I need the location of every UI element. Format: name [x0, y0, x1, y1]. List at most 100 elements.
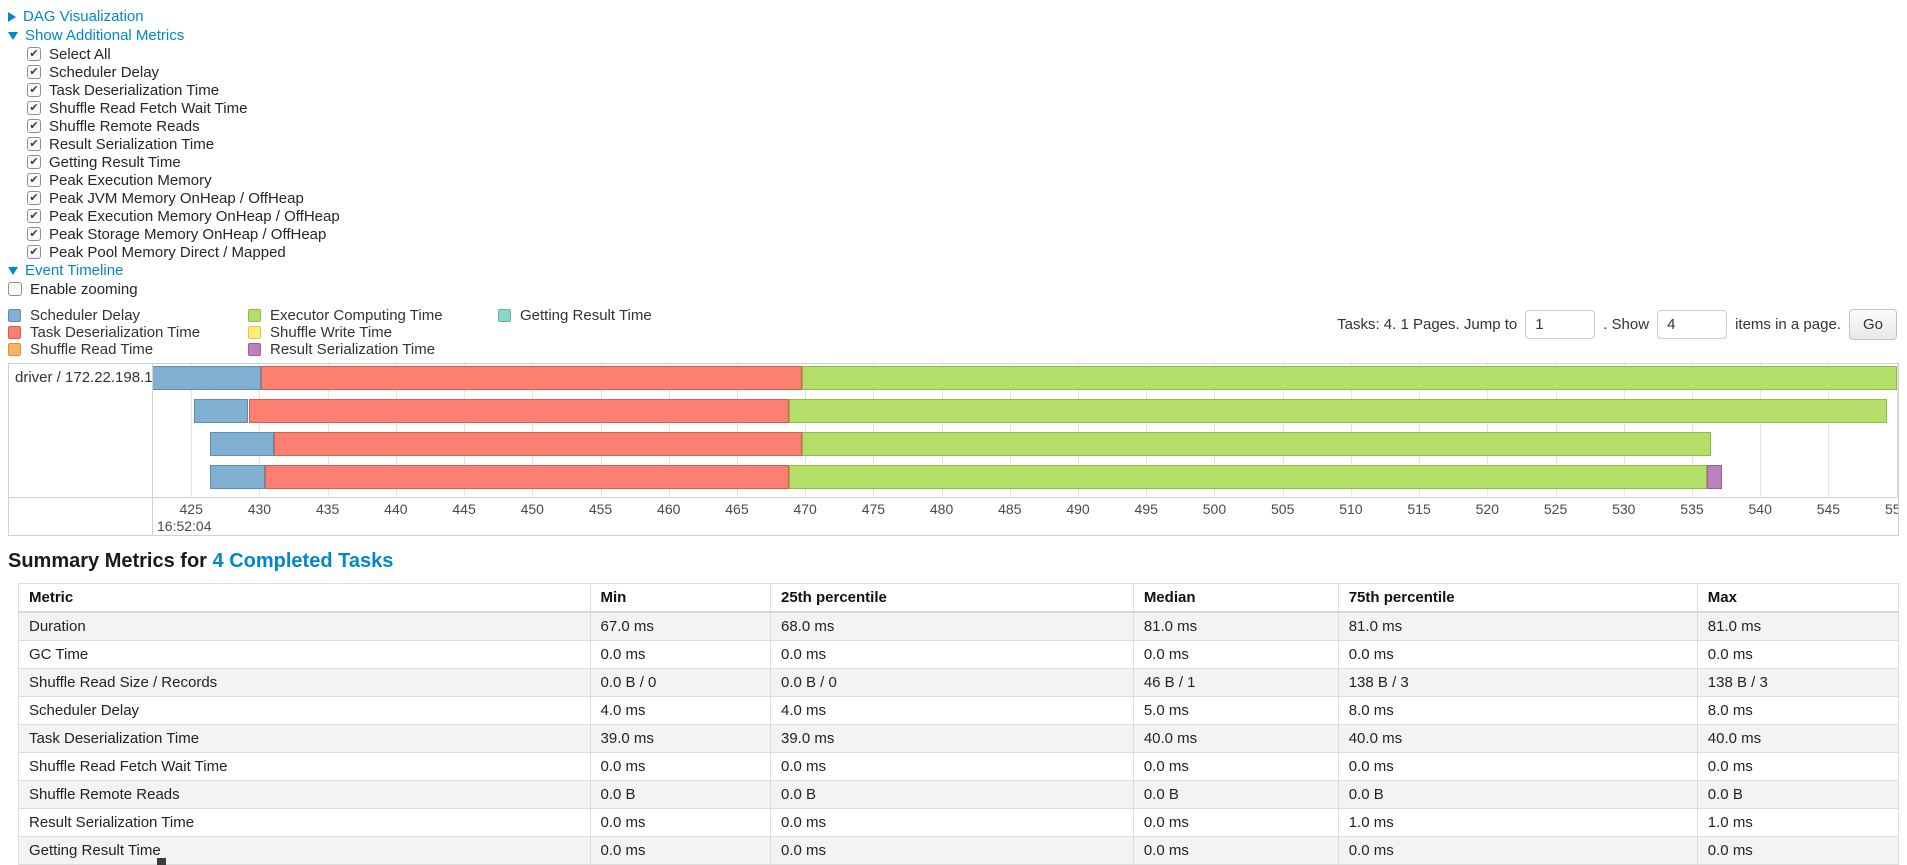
task-1-segment-deserialization[interactable]: [260, 366, 803, 390]
checkbox-shuffle-remote-reads[interactable]: [27, 119, 41, 133]
metric-value-cell: 46 B / 1: [1132, 668, 1339, 697]
legend-swatch-getting-result-time: [498, 309, 511, 322]
axis-tick-label: 480: [929, 501, 954, 517]
metric-value-cell: 39.0 ms: [589, 724, 771, 753]
completed-tasks-link[interactable]: 4 Completed Tasks: [212, 550, 394, 572]
axis-tick-label: 475: [861, 501, 886, 517]
jump-to-page-input[interactable]: [1525, 310, 1596, 339]
task-2-segment-deserialization[interactable]: [248, 399, 789, 423]
checkbox-peak-execution-memory-onheap-offheap[interactable]: [27, 209, 41, 223]
items-per-page-input[interactable]: [1657, 310, 1728, 339]
enable-zooming-checkbox[interactable]: [8, 282, 22, 296]
task-3-segment-deserialization[interactable]: [274, 432, 803, 456]
timeline-plot-area: [153, 364, 1898, 497]
task-4-segment-deserialization[interactable]: [264, 465, 789, 489]
task-3-segment-scheduler_delay[interactable]: [210, 432, 275, 456]
column-header-75th-percentile: 75th percentile: [1337, 583, 1698, 613]
legend-label: Result Serialization Time: [270, 341, 436, 358]
axis-gridline: [1760, 364, 1762, 497]
task-4-segment-compute[interactable]: [788, 465, 1707, 489]
axis-gridline: [1691, 364, 1693, 497]
task-2-segment-scheduler_delay[interactable]: [193, 399, 249, 423]
enable-zooming-label: Enable zooming: [30, 280, 138, 298]
table-row-shuffle-remote-reads: Shuffle Remote Reads 0.0 B 0.0 B 0.0 B 0.0 B…: [18, 780, 1900, 809]
metric-value-cell: 40.0 ms: [1696, 724, 1900, 753]
summary-heading-prefix: Summary Metrics for: [8, 550, 207, 572]
metric-value-cell: 0.0 ms: [1132, 836, 1339, 865]
axis-gridline: [1487, 364, 1489, 497]
pagination-mid-text: . Show: [1603, 316, 1650, 333]
checkbox-label: Peak Pool Memory Direct / Mapped: [49, 243, 286, 261]
legend-label: Shuffle Write Time: [270, 324, 392, 341]
checkbox-shuffle-read-fetch-wait-time[interactable]: [27, 101, 41, 115]
metric-value-cell: 0.0 ms: [769, 808, 1134, 837]
checkbox-getting-result-time[interactable]: [27, 155, 41, 169]
metric-value-cell: 0.0 ms: [589, 752, 771, 781]
timeline-group-column: driver / 172.22.198.104: [9, 364, 153, 535]
task-2-segment-compute[interactable]: [788, 399, 1888, 423]
metric-value-cell: 0.0 ms: [589, 640, 771, 669]
checkbox-scheduler-delay[interactable]: [27, 65, 41, 79]
metric-value-cell: 40.0 ms: [1337, 724, 1698, 753]
metric-value-cell: 0.0 B: [589, 780, 771, 809]
column-header-metric: Metric: [18, 583, 591, 613]
metric-checkbox-row-select-all: Select All: [27, 45, 1907, 63]
clipped-bottom-fragment: [157, 858, 166, 865]
metric-value-cell: 8.0 ms: [1337, 696, 1698, 725]
metric-value-cell: 1.0 ms: [1337, 808, 1698, 837]
metric-value-cell: 0.0 ms: [1132, 752, 1339, 781]
task-4-segment-scheduler_delay[interactable]: [210, 465, 265, 489]
task-pagination: Tasks: 4. 1 Pages. Jump to . Show items …: [1337, 309, 1897, 340]
task-4-segment-serialization[interactable]: [1706, 465, 1722, 489]
checkbox-task-deserialization-time[interactable]: [27, 83, 41, 97]
metric-value-cell: 68.0 ms: [769, 611, 1134, 641]
checkbox-result-serialization-time[interactable]: [27, 137, 41, 151]
axis-gridline: [1009, 364, 1011, 497]
metric-name-cell: Shuffle Remote Reads: [18, 780, 591, 809]
metric-value-cell: 81.0 ms: [1337, 611, 1698, 641]
checkbox-label: Shuffle Remote Reads: [49, 117, 200, 135]
metric-name-cell: GC Time: [18, 640, 591, 669]
metric-value-cell: 5.0 ms: [1132, 696, 1339, 725]
axis-gridline: [532, 364, 534, 497]
legend-label: Task Deserialization Time: [30, 324, 201, 341]
axis-tick-label: 440: [384, 501, 408, 517]
metric-value-cell: 4.0 ms: [589, 696, 771, 725]
metric-name-cell: Scheduler Delay: [18, 696, 591, 725]
checkbox-peak-jvm-memory-onheap-offheap[interactable]: [27, 191, 41, 205]
arrow-open-icon: [8, 31, 18, 40]
checkbox-peak-storage-memory-onheap-offheap[interactable]: [27, 227, 41, 241]
legend-item-scheduler-delay: Scheduler Delay: [8, 307, 248, 324]
legend-label: Executor Computing Time: [270, 307, 443, 324]
task-1-segment-compute[interactable]: [802, 366, 1897, 390]
axis-tick-label: 445: [452, 501, 476, 517]
table-row-shuffle-read-fetch-wait-time: Shuffle Read Fetch Wait Time 0.0 ms 0.0 ms…: [18, 752, 1900, 781]
legend-swatch-task-deserialization-time: [8, 326, 21, 339]
axis-gridline: [1078, 364, 1080, 497]
legend-label: Getting Result Time: [520, 307, 652, 324]
metric-name-cell: Duration: [18, 611, 591, 641]
task-3-segment-compute[interactable]: [802, 432, 1712, 456]
checkbox-peak-execution-memory[interactable]: [27, 173, 41, 187]
axis-gridline: [1282, 364, 1284, 497]
arrow-closed-icon: [8, 11, 16, 22]
metric-checkbox-row-peak-jvm-memory-onheap-offheap: Peak JVM Memory OnHeap / OffHeap: [27, 189, 1907, 207]
axis-tick-label: 530: [1612, 501, 1636, 517]
go-button[interactable]: Go: [1848, 309, 1897, 340]
metric-checkbox-row-shuffle-remote-reads: Shuffle Remote Reads: [27, 117, 1907, 135]
event-timeline-toggle[interactable]: Event Timeline: [8, 261, 1907, 280]
metric-value-cell: 0.0 B / 0: [769, 668, 1134, 697]
axis-gridline: [327, 364, 329, 497]
checkbox-peak-pool-memory-direct-mapped[interactable]: [27, 245, 41, 259]
event-timeline-label: Event Timeline: [25, 262, 124, 279]
task-1-segment-scheduler_delay[interactable]: [153, 366, 261, 390]
checkbox-select-all[interactable]: [27, 47, 41, 61]
table-row-shuffle-read-size-records: Shuffle Read Size / Records 0.0 B / 0 0.0 …: [18, 668, 1900, 697]
axis-tick-label: 430: [247, 501, 272, 517]
metric-value-cell: 0.0 ms: [1132, 640, 1339, 669]
axis-tick-label: 435: [315, 501, 340, 517]
show-additional-metrics-toggle[interactable]: Show Additional Metrics: [8, 26, 1907, 45]
dag-visualization-toggle[interactable]: DAG Visualization: [8, 7, 1907, 26]
axis-gridline: [668, 364, 670, 497]
checkbox-label: Task Deserialization Time: [49, 81, 220, 99]
